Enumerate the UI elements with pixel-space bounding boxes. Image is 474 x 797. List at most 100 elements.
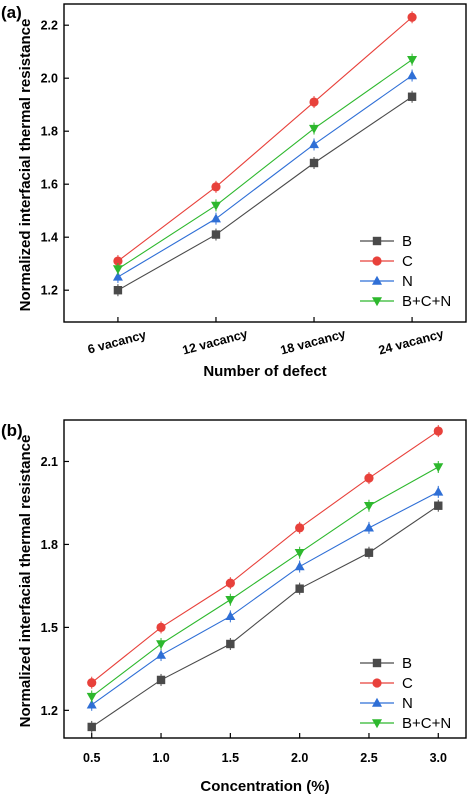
- data-point: [226, 639, 235, 649]
- legend-marker: [372, 658, 382, 668]
- y-tick-label: 1.4: [41, 231, 58, 245]
- y-axis-title: Normalized interfacial thermal resistanc…: [17, 19, 34, 312]
- y-tick-label: 1.2: [41, 284, 58, 298]
- series-c: [113, 11, 417, 268]
- data-point: [309, 158, 319, 168]
- legend-entry-n: N: [360, 695, 413, 712]
- data-point: [112, 271, 123, 281]
- legend-label: N: [402, 273, 413, 290]
- legend-label: C: [402, 253, 413, 270]
- data-point: [295, 584, 304, 593]
- y-tick-label: 1.6: [41, 178, 58, 192]
- data-point: [433, 486, 444, 496]
- x-tick-label: 1.5: [222, 751, 239, 765]
- x-tick-label: 24 vacancy: [377, 327, 445, 358]
- series-n: [86, 485, 444, 711]
- series-line-bcn: [117, 59, 413, 270]
- data-point: [156, 622, 166, 632]
- x-tick-label: 0.5: [83, 751, 100, 765]
- data-point: [113, 286, 123, 295]
- data-point: [309, 124, 320, 134]
- legend-marker: [372, 697, 382, 707]
- x-tick-label: 12 vacancy: [181, 327, 249, 358]
- series-line-c: [117, 16, 413, 262]
- legend-marker: [372, 275, 382, 285]
- legend-marker: [372, 256, 382, 266]
- legend-entry-c: C: [360, 675, 413, 692]
- data-point: [295, 523, 305, 533]
- data-point: [407, 92, 417, 101]
- legend-marker: [372, 236, 382, 246]
- series-c: [87, 425, 443, 689]
- legend: BCN B+C+N: [360, 233, 451, 310]
- data-point: [225, 611, 236, 621]
- panel-label: (b): [1, 421, 23, 440]
- data-point: [113, 256, 123, 266]
- data-point: [364, 473, 374, 483]
- data-point: [434, 501, 443, 510]
- x-axis-title: Concentration (%): [200, 778, 329, 795]
- legend-entry-bcn: B+C+N: [360, 293, 451, 310]
- series-bcn: [86, 461, 444, 703]
- legend-label: N: [402, 695, 413, 712]
- x-tick-label: 1.0: [152, 751, 169, 765]
- legend-label: C: [402, 675, 413, 692]
- x-axis-title: Number of defect: [203, 363, 326, 380]
- data-point: [294, 561, 305, 571]
- plot-frame: [63, 3, 467, 323]
- data-point: [309, 97, 319, 107]
- series-b: [113, 90, 417, 297]
- legend-label: B+C+N: [402, 293, 451, 310]
- legend-label: B+C+N: [402, 715, 451, 732]
- data-point: [364, 548, 374, 557]
- data-point: [407, 55, 418, 65]
- data-point: [225, 596, 236, 605]
- y-tick-label: 1.2: [41, 704, 58, 718]
- data-point: [86, 692, 97, 702]
- y-tick-label: 1.8: [41, 125, 58, 139]
- y-tick-label: 2.1: [41, 455, 58, 469]
- data-point: [407, 70, 418, 80]
- legend-label: B: [402, 233, 412, 250]
- x-tick-label: 2.5: [360, 751, 377, 765]
- y-tick-label: 2.2: [41, 19, 58, 33]
- y-tick-label: 1.5: [41, 621, 58, 635]
- chart-panel-b: (b) 1.2 1.5 1.8 2.1 0.5 1.0 1.5 2.0 2.5 3.0 Concent…: [1, 419, 467, 795]
- data-point: [87, 722, 96, 732]
- data-point: [225, 578, 235, 588]
- series-line-n: [117, 75, 413, 278]
- x-tick-label: 18 vacancy: [279, 327, 347, 358]
- data-point: [156, 675, 166, 685]
- x-tick-label: 6 vacancy: [86, 328, 147, 357]
- data-point: [211, 182, 221, 192]
- data-point: [309, 139, 320, 149]
- legend-entry-bcn: B+C+N: [360, 715, 451, 732]
- series-line-b: [91, 505, 439, 728]
- x-tick-label: 3.0: [430, 751, 447, 765]
- data-point: [211, 230, 221, 239]
- data-point: [156, 649, 167, 659]
- legend-marker: [372, 719, 382, 729]
- series-line-c: [91, 430, 439, 684]
- legend-marker: [372, 678, 382, 688]
- legend-entry-b: B: [360, 655, 412, 672]
- legend-marker: [372, 297, 382, 307]
- data-point: [156, 640, 167, 650]
- series-b: [87, 499, 443, 733]
- y-tick-label: 2.0: [41, 72, 58, 86]
- data-point: [433, 463, 444, 473]
- data-point: [407, 12, 417, 22]
- series-line-b: [117, 96, 413, 291]
- legend-entry-c: C: [360, 253, 413, 270]
- data-point: [363, 522, 374, 532]
- data-point: [210, 201, 221, 211]
- legend-entry-n: N: [360, 273, 413, 290]
- data-point: [363, 502, 374, 511]
- legend-label: B: [402, 655, 412, 672]
- series-line-bcn: [91, 466, 439, 697]
- data-point: [87, 678, 97, 688]
- legend-entry-b: B: [360, 233, 412, 250]
- data-point: [433, 426, 443, 436]
- data-point: [210, 213, 221, 223]
